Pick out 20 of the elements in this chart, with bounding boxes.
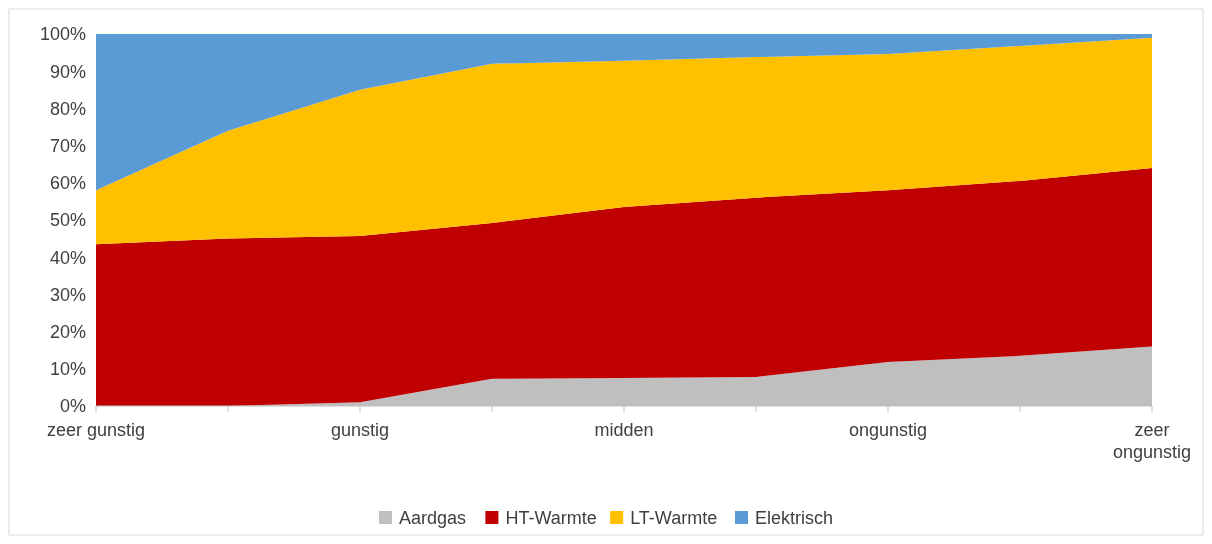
y-tick-label: 70% (49, 135, 86, 156)
x-tick-label: zeer ongunstig (1112, 420, 1192, 462)
y-tick-label: 10% (49, 359, 86, 380)
y-tick-label: 20% (49, 321, 86, 342)
legend-label: HT-Warmte (505, 508, 597, 529)
y-tick-label: 50% (49, 210, 86, 231)
legend-label: LT-Warmte (630, 508, 718, 529)
legend-label: Elektrisch (755, 508, 834, 529)
y-tick-label: 40% (49, 247, 86, 268)
x-tick-label: midden (594, 420, 654, 440)
legend-label: Aardgas (399, 508, 467, 529)
y-tick-label: 80% (49, 98, 86, 119)
x-tick-label: ongunstig (848, 420, 928, 440)
y-tick-label: 100% (39, 24, 86, 45)
y-tick-label: 90% (49, 61, 86, 82)
x-tick-label: zeer gunstig (46, 420, 146, 440)
y-tick-label: 0% (59, 396, 86, 417)
x-tick-label: gunstig (330, 420, 390, 440)
y-tick-label: 30% (49, 284, 86, 305)
y-tick-label: 60% (49, 173, 86, 194)
